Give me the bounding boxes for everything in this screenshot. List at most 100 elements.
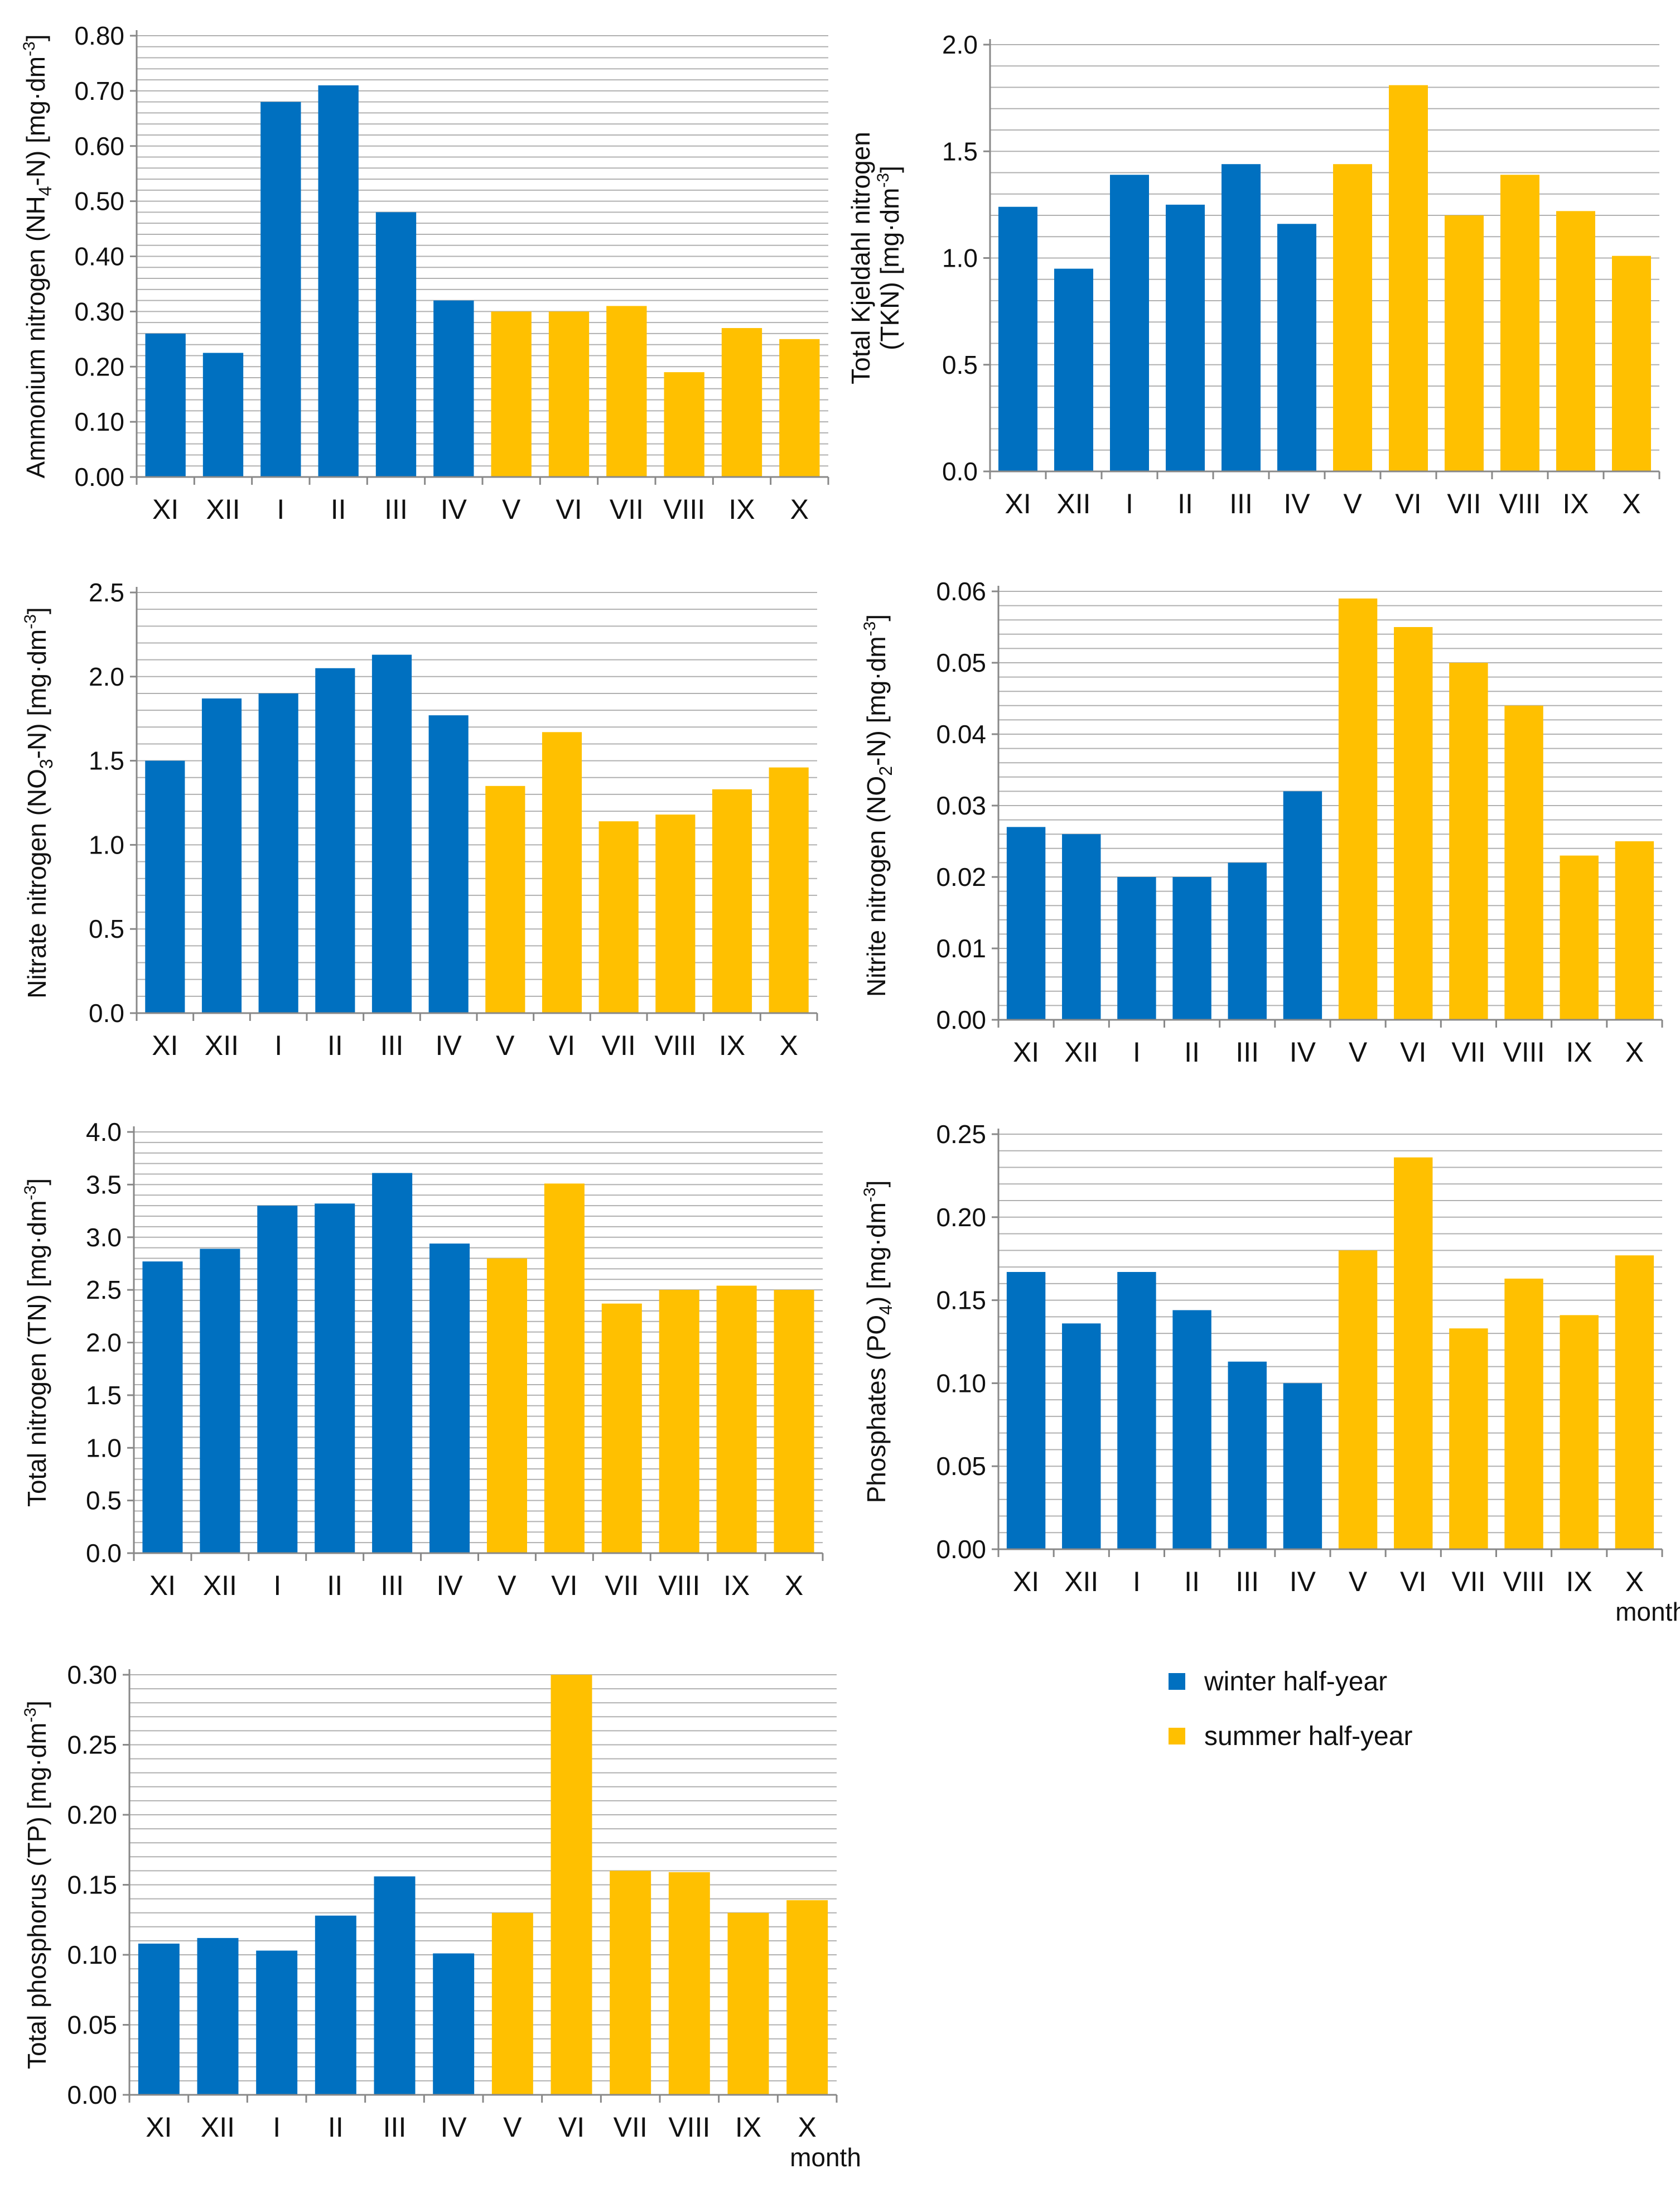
x-tick-label: V <box>502 494 521 525</box>
x-tick-label: I <box>277 494 284 525</box>
bar-ix <box>1560 1315 1599 1549</box>
x-tick-label: IX <box>735 2112 761 2143</box>
x-tick-label: II <box>331 494 346 525</box>
y-axis-label-text: Nitrate nitrogen (NO3-N) [mg·dm-3] <box>21 607 56 998</box>
x-tick-label: IX <box>1566 1566 1592 1597</box>
bar-x <box>769 767 809 1013</box>
bar-ii <box>315 668 355 1013</box>
y-tick-label: 0.00 <box>936 1005 986 1034</box>
y-tick-label: 4.0 <box>86 1117 122 1146</box>
y-tick-label: 0.10 <box>74 407 124 436</box>
bar-iv <box>429 1244 470 1553</box>
bar-iv <box>433 1953 475 2095</box>
x-tick-label: XII <box>201 2112 235 2143</box>
y-tick-label: 0.20 <box>67 1800 117 1829</box>
bar-ix <box>727 1912 769 2095</box>
bar-iv <box>1283 1383 1322 1549</box>
bar-i <box>1110 175 1149 471</box>
y-tick-label: 0.0 <box>89 999 124 1028</box>
x-tick-label: X <box>779 1030 798 1061</box>
bar-vi <box>1389 85 1428 472</box>
y-tick-label: 0.30 <box>74 297 124 326</box>
bar-vi <box>548 311 590 477</box>
bar-x <box>779 339 820 477</box>
bar-iii <box>374 1876 416 2095</box>
x-tick-label: X <box>798 2112 816 2143</box>
y-axis-label-text: Nitrite nitrogen (NO2-N) [mg·dm-3] <box>861 614 896 997</box>
x-tick-label: XI <box>1013 1037 1039 1068</box>
bar-iv <box>1283 791 1322 1020</box>
y-tick-label: 0.50 <box>74 187 124 216</box>
bar-vii <box>606 306 647 477</box>
chart-nitrite-nitrogen: 0.00 0.01 0.02 0.03 0.04 0.05 0.06 XI XII I II III I… <box>839 558 1676 1093</box>
x-tick-label: I <box>273 1570 281 1601</box>
x-tick-label: IX <box>719 1030 745 1061</box>
x-tick-label: XI <box>152 494 178 525</box>
bar-v <box>485 785 525 1013</box>
bar-xi <box>145 333 186 477</box>
y-tick-label: 0.10 <box>936 1368 986 1397</box>
legend: winter half-year summer half-year <box>1169 1654 1559 1763</box>
x-tick-label: XII <box>205 1030 239 1061</box>
x-tick-label: VII <box>605 1570 639 1601</box>
legend-label-summer: summer half-year <box>1204 1721 1413 1751</box>
bar-v <box>1338 1250 1378 1549</box>
y-tick-label: 0.10 <box>67 1940 117 1969</box>
gridlines <box>998 591 1662 1006</box>
legend-item-summer: summer half-year <box>1169 1709 1559 1763</box>
y-tick-label: 0.80 <box>74 21 124 50</box>
x-tick-label: X <box>790 494 809 525</box>
x-tick-label: III <box>1229 488 1253 519</box>
x-tick-label: VII <box>1451 1037 1485 1068</box>
x-tick-label: II <box>1184 1566 1200 1597</box>
x-tick-label: VII <box>614 2112 648 2143</box>
bar-iii <box>371 654 412 1013</box>
y-axis-label-text: (TKN) [mg·dm-3] <box>874 166 904 350</box>
y-tick-label: 1.5 <box>89 746 124 775</box>
bar-ii <box>315 1203 355 1553</box>
bar-vi <box>1394 627 1433 1020</box>
bar-v <box>1333 164 1372 471</box>
x-tick-label: VI <box>549 1030 575 1061</box>
bar-i <box>1117 877 1156 1020</box>
chart-nitrate-nitrogen: 0.0 0.5 1.0 1.5 2.0 2.5 XI XII I II III IV V VI VII VII… <box>0 558 837 1093</box>
bar-ii <box>1166 204 1205 471</box>
bar-vi <box>1394 1157 1433 1549</box>
y-axis-label: Nitrate nitrogen (NO3-N) [mg·dm-3] <box>21 607 56 998</box>
bar-iv <box>1277 224 1316 471</box>
bar-iv <box>433 300 474 477</box>
y-axis-label-text: Ammonium nitrogen (NH4-N) [mg·dm-3] <box>20 35 55 479</box>
bar-ix <box>1560 855 1599 1020</box>
y-tick-label: 3.5 <box>86 1170 122 1199</box>
y-tick-label: 2.0 <box>86 1328 122 1357</box>
y-tick-label: 1.5 <box>86 1381 122 1410</box>
bar-xi <box>998 206 1037 471</box>
y-axis-label: Total phosphorus (TP) [mg·dm-3] <box>21 1700 51 2069</box>
bar-xii <box>197 1938 239 2095</box>
x-tick-label: X <box>785 1570 803 1601</box>
summer-swatch <box>1169 1728 1185 1744</box>
bar-vii <box>1445 215 1484 471</box>
bar-xi <box>138 1943 180 2095</box>
x-tick-label: VIII <box>668 2112 710 2143</box>
gridlines <box>129 1674 837 2081</box>
bar-vii <box>1449 1328 1488 1549</box>
bar-xii <box>202 353 244 477</box>
x-tick-label: VI <box>558 2112 585 2143</box>
y-tick-label: 0.0 <box>86 1539 122 1568</box>
x-axis-label: month <box>1615 1597 1680 1626</box>
y-tick-label: 0.60 <box>74 132 124 161</box>
bar-i <box>257 1206 298 1553</box>
y-tick-label: 0.25 <box>936 1120 986 1149</box>
x-tick-label: V <box>498 1570 516 1601</box>
x-tick-label: VIII <box>658 1570 700 1601</box>
y-tick-label: 0.0 <box>942 457 978 486</box>
bar-iii <box>372 1173 413 1553</box>
bar-viii <box>664 372 704 477</box>
x-tick-label: XII <box>203 1570 237 1601</box>
y-tick-label: 1.5 <box>942 137 978 166</box>
y-tick-label: 0.03 <box>936 791 986 820</box>
x-tick-label: XII <box>1056 488 1090 519</box>
